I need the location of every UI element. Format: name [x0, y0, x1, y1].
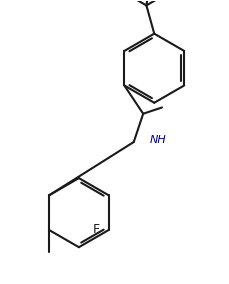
Text: NH: NH — [149, 135, 166, 145]
Text: F: F — [92, 224, 99, 236]
